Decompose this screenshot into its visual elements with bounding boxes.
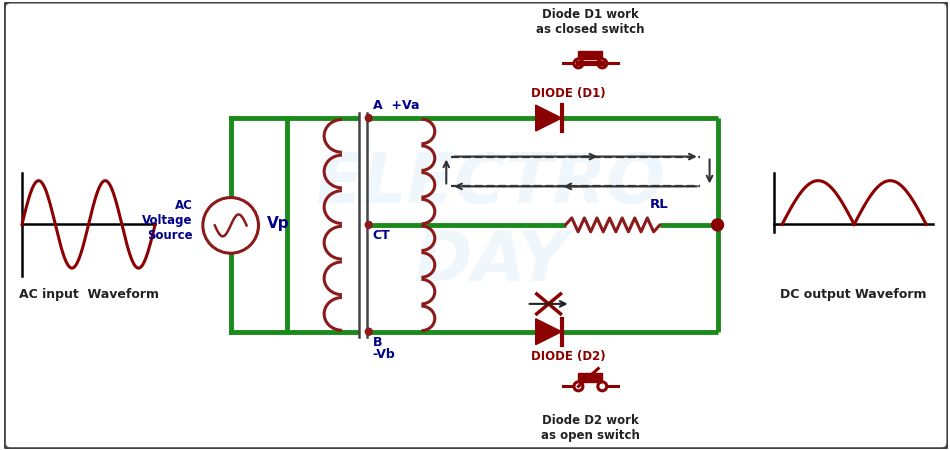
Text: DC output Waveform: DC output Waveform (780, 288, 927, 301)
FancyBboxPatch shape (579, 50, 602, 59)
Circle shape (366, 221, 372, 228)
Text: DIODE (D1): DIODE (D1) (531, 87, 606, 100)
Text: B: B (372, 336, 382, 349)
Circle shape (574, 382, 583, 391)
Text: Vp: Vp (266, 216, 289, 231)
Text: Diode D2 work
as open switch: Diode D2 work as open switch (541, 414, 639, 442)
Circle shape (598, 59, 607, 68)
Text: A  +Va: A +Va (372, 99, 419, 112)
Circle shape (598, 382, 607, 391)
FancyBboxPatch shape (579, 374, 602, 382)
Text: CT: CT (372, 229, 390, 242)
Text: DIODE (D2): DIODE (D2) (531, 350, 606, 363)
Circle shape (366, 328, 372, 335)
Text: AC
Voltage
Source: AC Voltage Source (142, 199, 193, 242)
FancyBboxPatch shape (4, 2, 948, 449)
Text: ELECTRO
DAY: ELECTRO DAY (315, 150, 666, 295)
Polygon shape (536, 105, 561, 131)
Text: AC input  Waveform: AC input Waveform (19, 288, 159, 301)
Text: RL: RL (650, 198, 669, 211)
Circle shape (712, 219, 724, 231)
Polygon shape (536, 319, 561, 345)
Text: -Vb: -Vb (372, 347, 395, 360)
Circle shape (203, 198, 258, 253)
Circle shape (366, 115, 372, 122)
Circle shape (574, 59, 583, 68)
Text: Diode D1 work
as closed switch: Diode D1 work as closed switch (536, 8, 645, 36)
